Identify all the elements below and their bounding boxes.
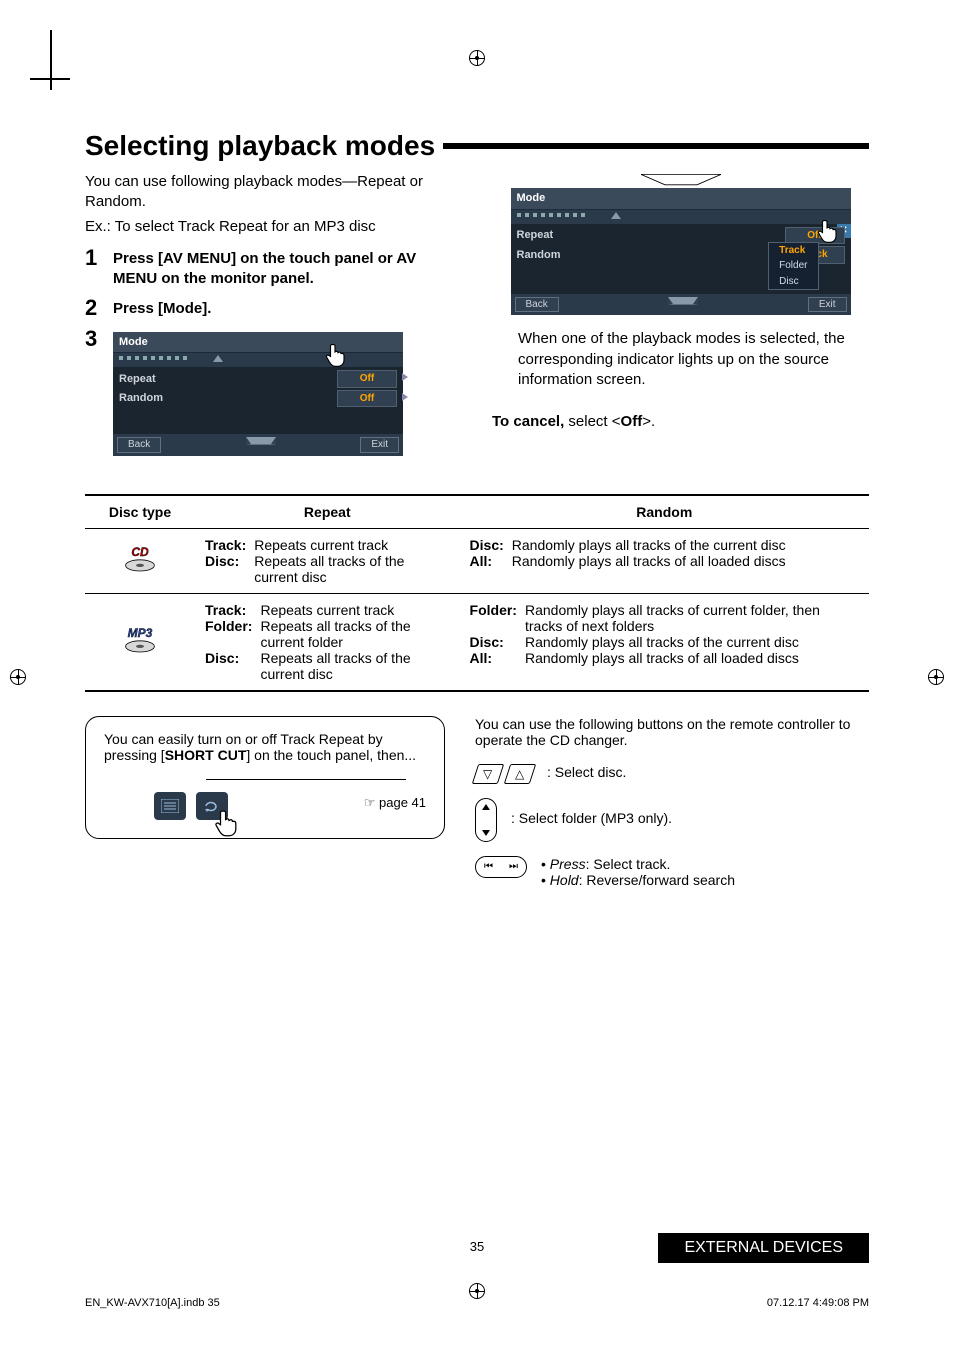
- svg-text:CD: CD: [131, 545, 149, 559]
- mode-dropdown[interactable]: Track Folder Disc: [768, 242, 818, 291]
- registration-mark-right: [928, 669, 944, 685]
- mode-value: Randomly plays all tracks of the current…: [512, 537, 786, 553]
- dropdown-option[interactable]: Folder: [769, 258, 817, 274]
- mode-exit-button[interactable]: Exit: [360, 437, 399, 453]
- mode-key: Disc:: [205, 553, 254, 585]
- mode-key: Disc:: [470, 537, 512, 553]
- mode-value: Randomly plays all tracks of all loaded …: [512, 553, 786, 569]
- hand-pointer-icon: [815, 216, 845, 246]
- mode-row-random-label: Random: [517, 248, 561, 263]
- mode-value: Repeats all tracks of the current folder: [260, 618, 449, 650]
- disc-type-cell: MP3: [85, 593, 195, 691]
- example-text: Ex.: To select Track Repeat for an MP3 d…: [85, 217, 462, 237]
- cancel-note: To cancel, select <Off>.: [492, 412, 869, 432]
- selection-note: When one of the playback modes is select…: [518, 329, 869, 390]
- mode-value: Randomly plays all tracks of all loaded …: [525, 650, 859, 666]
- mode-back-button[interactable]: Back: [117, 437, 161, 453]
- mode-key: All:: [470, 553, 512, 569]
- mode-value: Repeats all tracks of the current disc: [254, 553, 449, 585]
- shortcut-tip-box: You can easily turn on or off Track Repe…: [85, 716, 445, 839]
- step-2: 2 Press [Mode].: [85, 297, 462, 319]
- remote-item-text: : Select folder (MP3 only).: [511, 798, 672, 826]
- step-1: 1 Press [AV MENU] on the touch panel or …: [85, 247, 462, 290]
- remote-item-line: • Hold: Reverse/forward search: [541, 872, 735, 888]
- table-row: MP3Track:Repeats current trackFolder:Rep…: [85, 593, 869, 691]
- mode-value: Repeats current track: [254, 537, 449, 553]
- table-header-repeat: Repeat: [195, 495, 460, 529]
- mode-key: Track:: [205, 602, 260, 618]
- mode-key: Folder:: [205, 618, 260, 650]
- mode-menu-title: Mode: [511, 188, 851, 210]
- mode-value: Randomly plays all tracks of current fol…: [525, 602, 859, 634]
- shortcut-text: You can easily turn on or off Track Repe…: [104, 731, 426, 763]
- remote-item: ▽ △ : Select disc.: [475, 764, 869, 784]
- random-cell: Disc:Randomly plays all tracks of the cu…: [460, 528, 869, 593]
- remote-down-button[interactable]: ▽: [472, 764, 504, 784]
- mode-key: Track:: [205, 537, 254, 553]
- mode-key: All:: [470, 650, 525, 666]
- step-3: 3 Mode Repeat Off Random: [85, 328, 462, 456]
- mode-menu-title: Mode: [113, 332, 403, 354]
- mode-row-repeat-value[interactable]: Off: [337, 370, 397, 388]
- mode-menu-screenshot-right: Mode ✕ Repeat Off Random Track: [511, 188, 851, 315]
- mode-key: Folder:: [470, 602, 525, 634]
- remote-item-text: : Select disc.: [547, 764, 626, 780]
- page-title: Selecting playback modes: [85, 130, 869, 162]
- repeat-cell: Track:Repeats current trackDisc:Repeats …: [195, 528, 460, 593]
- table-row: CDTrack:Repeats current trackDisc:Repeat…: [85, 528, 869, 593]
- disc-icon: MP3: [115, 624, 165, 656]
- disc-tray-icon: [641, 172, 721, 184]
- remote-item-line: • Press: Select track.: [541, 856, 735, 872]
- remote-item: : Select folder (MP3 only).: [475, 798, 869, 842]
- mode-row-random-value[interactable]: Off: [337, 390, 397, 408]
- mode-value: Repeats current track: [260, 602, 449, 618]
- registration-mark-top: [469, 50, 485, 66]
- crop-mark: [30, 78, 70, 80]
- mode-value: Randomly plays all tracks of the current…: [525, 634, 859, 650]
- mode-row-repeat-label: Repeat: [119, 372, 156, 387]
- mode-value: Repeats all tracks of the current disc: [260, 650, 449, 682]
- list-icon[interactable]: [154, 792, 186, 820]
- playback-modes-table: Disc type Repeat Random CDTrack:Repeats …: [85, 494, 869, 692]
- mode-row-random-label: Random: [119, 391, 163, 406]
- disc-type-cell: CD: [85, 528, 195, 593]
- remote-folder-button[interactable]: [475, 798, 497, 842]
- mode-key: Disc:: [205, 650, 260, 682]
- dropdown-option[interactable]: Disc: [769, 274, 817, 290]
- remote-up-button[interactable]: △: [504, 764, 536, 784]
- mode-key: Disc:: [470, 634, 525, 650]
- file-timestamp: 07.12.17 4:49:08 PM: [767, 1297, 869, 1309]
- file-reference: EN_KW-AVX710[A].indb 35: [85, 1297, 220, 1309]
- mode-menu-screenshot-left: Mode Repeat Off Random Off: [113, 332, 403, 456]
- mode-exit-button[interactable]: Exit: [808, 297, 847, 313]
- remote-intro: You can use the following buttons on the…: [475, 716, 869, 748]
- right-column: Mode ✕ Repeat Off Random Track: [492, 172, 869, 464]
- hand-pointer-icon: [212, 806, 246, 840]
- mode-back-button[interactable]: Back: [515, 297, 559, 313]
- random-cell: Folder:Randomly plays all tracks of curr…: [460, 593, 869, 691]
- remote-item: ⏮⏭ • Press: Select track. • Hold: Revers…: [475, 856, 869, 888]
- chevron-down-icon: [668, 297, 698, 305]
- remote-controls: You can use the following buttons on the…: [475, 716, 869, 902]
- crop-mark: [50, 30, 52, 90]
- chevron-down-icon: [246, 437, 276, 445]
- section-badge: EXTERNAL DEVICES: [658, 1233, 869, 1263]
- disc-icon: CD: [115, 543, 165, 575]
- registration-mark-left: [10, 669, 26, 685]
- dropdown-option[interactable]: Track: [769, 243, 817, 259]
- table-header-disctype: Disc type: [85, 495, 195, 529]
- remote-seek-button[interactable]: ⏮⏭: [475, 856, 527, 878]
- intro-text: You can use following playback modes—Rep…: [85, 172, 462, 213]
- left-column: You can use following playback modes—Rep…: [85, 172, 462, 464]
- mode-row-repeat-label: Repeat: [517, 228, 554, 243]
- repeat-cell: Track:Repeats current trackFolder:Repeat…: [195, 593, 460, 691]
- table-header-random: Random: [460, 495, 869, 529]
- hand-pointer-icon: [323, 340, 353, 370]
- svg-text:MP3: MP3: [128, 626, 153, 640]
